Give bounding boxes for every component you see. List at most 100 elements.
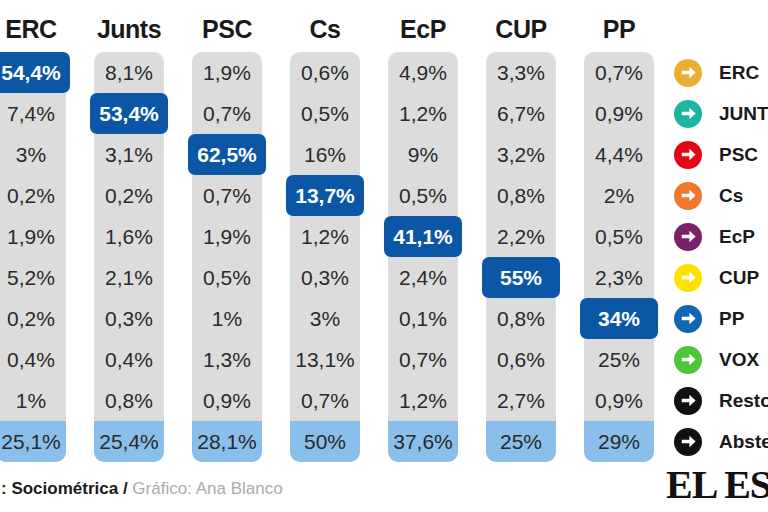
cell-CUP-Resto: 2,7% (486, 380, 556, 421)
source-line: : Sociométrica / Gráfico: Ana Blanco (1, 479, 283, 499)
cell-Cs-VOX: 13,1% (290, 339, 360, 380)
cell-PSC-Cs: 0,7% (192, 175, 262, 216)
cell-Cs-PP: 3% (290, 298, 360, 339)
cell-PSC-VOX: 1,3% (192, 339, 262, 380)
cell-Cs-JUNTS: 0,5% (290, 93, 360, 134)
column-cells-Cs: 0,6%0,5%16%13,7%1,2%0,3%3%13,1%0,7%50% (290, 52, 360, 462)
column-cells-CUP: 3,3%6,7%3,2%0,8%2,2%55%0,8%0,6%2,7%25% (486, 52, 556, 462)
cell-PP-Cs: 2% (584, 175, 654, 216)
cell-Cs-CUP: 0,3% (290, 257, 360, 298)
cell-PSC-PSC: 62,5% (188, 134, 266, 175)
cell-PSC-Resto: 0,9% (192, 380, 262, 421)
legend-item-PSC: PSC (674, 134, 768, 175)
cell-Junts-PP: 0,3% (94, 298, 164, 339)
legend: ERCJUNTSPSCCsEcPCUPPPVOXRestoAbste (674, 52, 768, 462)
party-column-Cs: Cs0,6%0,5%16%13,7%1,2%0,3%3%13,1%0,7%50% (290, 10, 360, 462)
cell-PSC-ERC: 1,9% (192, 52, 262, 93)
cell-ERC-Abste: 25,1% (0, 421, 66, 462)
el-espanol-logo: EL ESPAÑOL (666, 461, 768, 508)
legend-item-CUP: CUP (674, 257, 768, 298)
legend-item-Cs: Cs (674, 175, 768, 216)
column-header-PSC: PSC (192, 10, 262, 52)
legend-item-Resto: Resto (674, 380, 768, 421)
party-column-PP: PP0,7%0,9%4,4%2%0,5%2,3%34%25%0,9%29% (584, 10, 654, 462)
column-header-Junts: Junts (94, 10, 164, 52)
column-cells-EcP: 4,9%1,2%9%0,5%41,1%2,4%0,1%0,7%1,2%37,6% (388, 52, 458, 462)
cell-Junts-PSC: 3,1% (94, 134, 164, 175)
arrow-right-icon (674, 387, 702, 415)
legend-item-Abste: Abste (674, 421, 768, 462)
cell-EcP-CUP: 2,4% (388, 257, 458, 298)
cell-CUP-Abste: 25% (486, 421, 556, 462)
cell-Cs-Resto: 0,7% (290, 380, 360, 421)
cell-Junts-Abste: 25,4% (94, 421, 164, 462)
cell-PP-ERC: 0,7% (584, 52, 654, 93)
cell-CUP-PSC: 3,2% (486, 134, 556, 175)
arrow-right-icon (674, 223, 702, 251)
cell-CUP-PP: 0,8% (486, 298, 556, 339)
cell-EcP-EcP: 41,1% (384, 216, 462, 257)
cell-Junts-VOX: 0,4% (94, 339, 164, 380)
cell-ERC-VOX: 0,4% (0, 339, 66, 380)
cell-CUP-EcP: 2,2% (486, 216, 556, 257)
cell-PP-VOX: 25% (584, 339, 654, 380)
cell-PP-Resto: 0,9% (584, 380, 654, 421)
cell-PP-JUNTS: 0,9% (584, 93, 654, 134)
legend-item-ERC: ERC (674, 52, 768, 93)
arrow-right-icon (674, 100, 702, 128)
cell-EcP-VOX: 0,7% (388, 339, 458, 380)
cell-CUP-Cs: 0,8% (486, 175, 556, 216)
cell-Cs-PSC: 16% (290, 134, 360, 175)
cell-ERC-EcP: 1,9% (0, 216, 66, 257)
cell-Junts-EcP: 1,6% (94, 216, 164, 257)
column-header-EcP: EcP (388, 10, 458, 52)
cell-CUP-VOX: 0,6% (486, 339, 556, 380)
legend-item-JUNTS: JUNTS (674, 93, 768, 134)
cell-EcP-Abste: 37,6% (388, 421, 458, 462)
arrow-right-icon (674, 346, 702, 374)
legend-label-Cs: Cs (719, 185, 743, 207)
cell-EcP-Cs: 0,5% (388, 175, 458, 216)
party-column-Junts: Junts8,1%53,4%3,1%0,2%1,6%2,1%0,3%0,4%0,… (94, 10, 164, 462)
cell-EcP-ERC: 4,9% (388, 52, 458, 93)
cell-PSC-EcP: 1,9% (192, 216, 262, 257)
column-cells-PP: 0,7%0,9%4,4%2%0,5%2,3%34%25%0,9%29% (584, 52, 654, 462)
legend-label-ERC: ERC (719, 62, 759, 84)
column-header-PP: PP (584, 10, 654, 52)
arrow-right-icon (674, 59, 702, 87)
cell-CUP-CUP: 55% (482, 257, 560, 298)
cell-CUP-JUNTS: 6,7% (486, 93, 556, 134)
cell-EcP-PP: 0,1% (388, 298, 458, 339)
cell-Cs-Abste: 50% (290, 421, 360, 462)
cell-PP-Abste: 29% (584, 421, 654, 462)
cell-Junts-ERC: 8,1% (94, 52, 164, 93)
legend-item-VOX: VOX (674, 339, 768, 380)
legend-label-EcP: EcP (719, 226, 755, 248)
column-header-CUP: CUP (486, 10, 556, 52)
cell-Junts-Resto: 0,8% (94, 380, 164, 421)
legend-label-PSC: PSC (719, 144, 758, 166)
cell-Junts-CUP: 2,1% (94, 257, 164, 298)
cell-ERC-Resto: 1% (0, 380, 66, 421)
legend-label-Resto: Resto (719, 390, 768, 412)
party-column-CUP: CUP3,3%6,7%3,2%0,8%2,2%55%0,8%0,6%2,7%25… (486, 10, 556, 462)
legend-label-JUNTS: JUNTS (719, 103, 768, 125)
cell-Cs-ERC: 0,6% (290, 52, 360, 93)
cell-PSC-JUNTS: 0,7% (192, 93, 262, 134)
cell-ERC-CUP: 5,2% (0, 257, 66, 298)
legend-label-Abste: Abste (719, 431, 768, 453)
cell-EcP-Resto: 1,2% (388, 380, 458, 421)
party-column-PSC: PSC1,9%0,7%62,5%0,7%1,9%0,5%1%1,3%0,9%28… (192, 10, 262, 462)
cell-ERC-ERC: 54,4% (0, 52, 70, 93)
arrow-right-icon (674, 182, 702, 210)
cell-PSC-CUP: 0,5% (192, 257, 262, 298)
arrow-right-icon (674, 264, 702, 292)
cell-Junts-JUNTS: 53,4% (90, 93, 168, 134)
cell-CUP-ERC: 3,3% (486, 52, 556, 93)
column-header-ERC: ERC (0, 10, 66, 52)
cell-PSC-PP: 1% (192, 298, 262, 339)
cell-PP-CUP: 2,3% (584, 257, 654, 298)
party-column-EcP: EcP4,9%1,2%9%0,5%41,1%2,4%0,1%0,7%1,2%37… (388, 10, 458, 462)
legend-item-EcP: EcP (674, 216, 768, 257)
cell-ERC-PP: 0,2% (0, 298, 66, 339)
